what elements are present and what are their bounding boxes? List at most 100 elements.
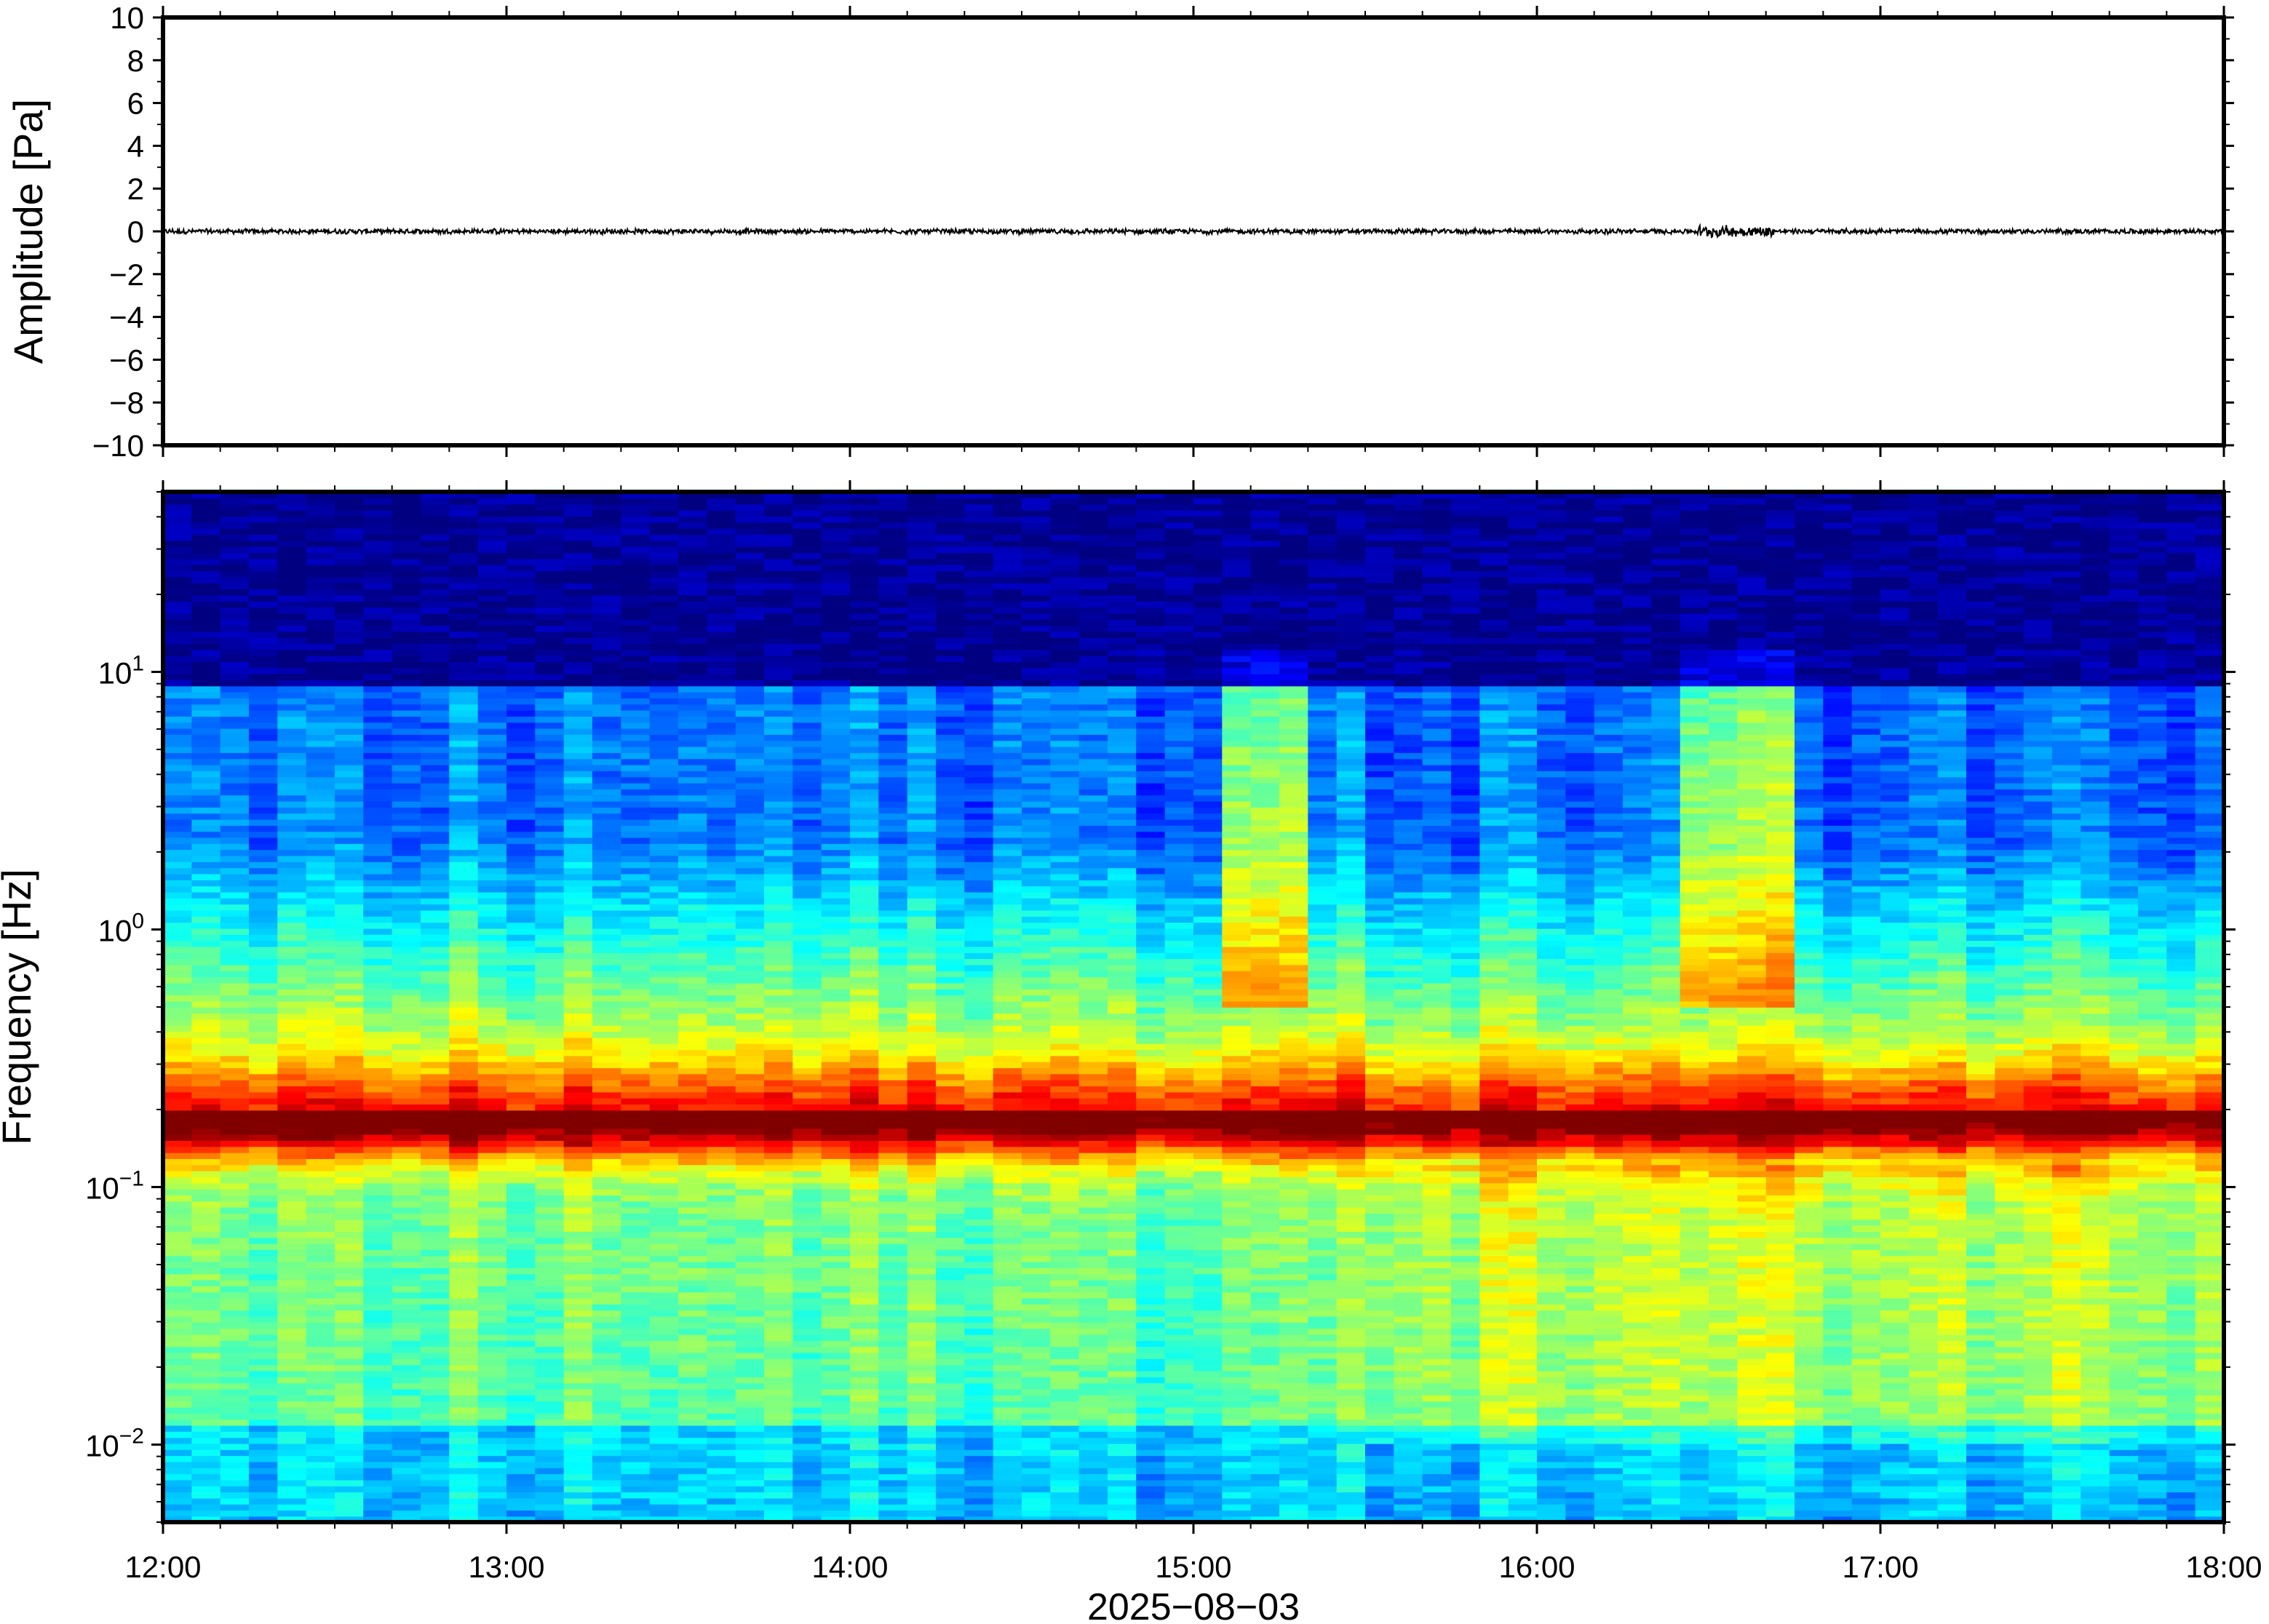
- spectrogram-cell: [936, 800, 966, 808]
- spectrogram-cell: [506, 971, 536, 978]
- spectrogram-cell: [421, 1291, 450, 1299]
- spectrogram-cell: [764, 971, 794, 978]
- spectrogram-cell: [163, 1134, 193, 1141]
- waveform-y-tick-label: −10: [92, 429, 144, 463]
- spectrogram-cell: [421, 1025, 450, 1032]
- spectrogram-cell: [964, 1091, 994, 1099]
- spectrogram-cell: [191, 1431, 221, 1438]
- spectrogram-cell: [735, 618, 765, 626]
- spectrogram-cell: [792, 1334, 822, 1341]
- spectrogram-cell: [764, 680, 794, 687]
- spectrogram-cell: [277, 1067, 307, 1075]
- spectrogram-cell: [163, 995, 193, 1002]
- spectrogram-cell: [878, 510, 908, 517]
- spectrogram-cell: [277, 565, 307, 572]
- spectrogram-cell: [277, 1097, 307, 1104]
- spectrogram-cell: [936, 928, 966, 935]
- spectrogram-cell: [649, 964, 679, 971]
- spectrogram-cell: [249, 831, 279, 838]
- spectrogram-cell: [792, 1346, 822, 1353]
- spectrogram-cell: [449, 1049, 479, 1056]
- spectrogram-cell: [506, 728, 536, 735]
- spectrogram-cell: [821, 904, 851, 911]
- spectrogram-cell: [220, 1315, 250, 1323]
- spectrogram-cell: [506, 1315, 536, 1323]
- spectrogram-cell: [936, 1237, 966, 1244]
- spectrogram-cell: [535, 1315, 565, 1323]
- spectrogram-cell: [335, 1110, 365, 1117]
- spectrogram-cell: [191, 1358, 221, 1366]
- spectrogram-cell: [678, 873, 708, 880]
- spectrogram-cell: [707, 558, 736, 565]
- spectrogram-cell: [649, 637, 679, 644]
- spectrogram-cell: [649, 1037, 679, 1044]
- spectrogram-cell: [477, 1182, 507, 1190]
- spectrogram-cell: [563, 867, 593, 875]
- spectrogram-cell: [392, 655, 421, 662]
- spectrogram-cell: [220, 1310, 250, 1317]
- spectrogram-cell: [936, 1286, 966, 1293]
- spectrogram-cell: [421, 613, 450, 620]
- spectrogram-cell: [249, 1449, 279, 1457]
- spectrogram-cell: [249, 1279, 279, 1286]
- spectrogram-cell: [563, 1401, 593, 1408]
- spectrogram-cell: [678, 1219, 708, 1226]
- spectrogram-cell: [764, 722, 794, 729]
- spectrogram-cell: [907, 1291, 937, 1299]
- spectrogram-cell: [392, 1043, 421, 1051]
- spectrogram-cell: [506, 503, 536, 511]
- spectrogram-cell: [449, 1425, 479, 1432]
- spectrogram-cell: [477, 1340, 507, 1348]
- spectrogram-cell: [249, 1019, 279, 1026]
- spectrogram-cell: [306, 964, 335, 971]
- spectrogram-cell: [335, 1237, 365, 1244]
- spectrogram-cell: [163, 594, 193, 602]
- spectrogram-cell: [707, 1334, 736, 1341]
- spectrogram-cell: [449, 1013, 479, 1020]
- spectrogram-cell: [964, 1231, 994, 1238]
- spectrogram-cell: [707, 492, 736, 499]
- spectrogram-cell: [792, 1443, 822, 1450]
- spectrogram-cell: [506, 831, 536, 838]
- spectrogram-cell: [477, 546, 507, 554]
- spectrogram-cell: [707, 819, 736, 826]
- spectrogram-cell: [621, 843, 651, 851]
- spectrogram-cell: [392, 534, 421, 541]
- spectrogram-cell: [907, 1461, 937, 1468]
- spectrogram-cell: [792, 819, 822, 826]
- spectrogram-cell: [335, 1425, 365, 1432]
- spectrogram-cell: [964, 952, 994, 960]
- spectrogram-cell: [621, 952, 651, 960]
- spectrogram-cell: [191, 1267, 221, 1275]
- spectrogram-cell: [421, 1510, 450, 1517]
- spectrogram-cell: [850, 582, 880, 589]
- spectrogram-cell: [621, 1297, 651, 1305]
- spectrogram-cell: [735, 1122, 765, 1129]
- spectrogram-cell: [649, 618, 679, 626]
- spectrogram-cell: [535, 1201, 565, 1208]
- spectrogram-cell: [249, 1492, 279, 1499]
- spectrogram-cell: [249, 1177, 279, 1184]
- spectrogram-cell: [821, 1128, 851, 1135]
- spectrogram-cell: [764, 734, 794, 741]
- spectrogram-cell: [392, 1340, 421, 1348]
- spectrogram-cell: [878, 1492, 908, 1499]
- spectrogram-cell: [335, 964, 365, 971]
- spectrogram-cell: [678, 1013, 708, 1020]
- spectrogram-cell: [936, 934, 966, 942]
- spectrogram-cell: [306, 1328, 335, 1335]
- spectrogram-cell: [821, 885, 851, 893]
- spectrogram-cell: [592, 989, 622, 996]
- spectrogram-cell: [477, 565, 507, 572]
- spectrogram-cell: [707, 1286, 736, 1293]
- spectrogram-cell: [821, 558, 851, 565]
- spectrogram-cell: [220, 1062, 250, 1069]
- spectrogram-cell: [220, 1025, 250, 1032]
- spectrogram-cell: [191, 928, 221, 935]
- spectrogram-cell: [277, 885, 307, 893]
- spectrogram-cell: [306, 522, 335, 529]
- spectrogram-cell: [191, 1370, 221, 1377]
- spectrogram-cell: [506, 1273, 536, 1281]
- spectrogram-cell: [764, 1419, 794, 1426]
- spectrogram-cell: [936, 1188, 966, 1195]
